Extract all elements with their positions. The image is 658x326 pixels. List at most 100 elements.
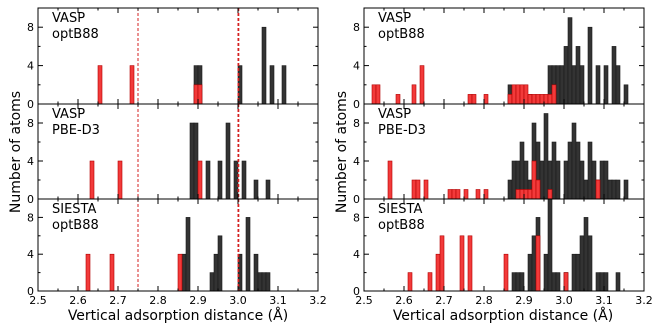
y-tick-label: 4: [353, 155, 360, 168]
bar-red: [511, 84, 517, 105]
x-axis-label-right: Vertical adsorption distance (Å): [393, 307, 613, 324]
y-tick-label: 4: [27, 155, 34, 168]
panel-functional-label: PBE-D3: [378, 123, 426, 138]
bar-red: [547, 189, 553, 200]
bar-red: [523, 84, 529, 105]
bar-red: [467, 235, 473, 292]
bar-red: [515, 189, 521, 200]
x-tick-label: 2.5: [29, 294, 47, 307]
bar-red: [117, 160, 123, 200]
bar-red: [387, 160, 393, 200]
bar-red: [451, 189, 457, 200]
y-tick-label: 8: [27, 117, 34, 130]
bar-dark: [515, 272, 521, 292]
bar-red: [197, 84, 203, 105]
bar-dark: [261, 272, 267, 292]
x-tick-label: 2.5: [355, 294, 373, 307]
x-axis-label-left: Vertical adsorption distance (Å): [68, 307, 288, 324]
bar-red: [439, 235, 445, 292]
bar-dark: [555, 65, 561, 105]
bar-dark: [217, 235, 223, 292]
bar-dark: [233, 160, 239, 200]
bar-dark: [539, 160, 545, 200]
panel-functional-label: PBE-D3: [52, 123, 100, 138]
bar-dark: [603, 272, 609, 292]
bar-dark: [245, 217, 251, 292]
bar-dark: [563, 46, 569, 105]
panel-functional-label: optB88: [52, 27, 99, 42]
bar-red: [507, 94, 513, 105]
panel-functional-label: optB88: [378, 218, 425, 233]
bar-red: [535, 94, 541, 105]
panel-method-label: VASP: [52, 107, 85, 122]
y-tick-label: 8: [353, 117, 360, 130]
bar-dark: [257, 272, 263, 292]
x-tick-label: 2.8: [149, 294, 167, 307]
y-tick-label: 8: [27, 21, 34, 34]
bar-red: [519, 84, 525, 105]
bar-dark: [567, 141, 573, 200]
bar-dark: [563, 160, 569, 200]
panel-method-label: SIESTA: [52, 202, 96, 217]
bar-red: [423, 179, 429, 200]
bar-dark: [575, 46, 581, 105]
bar-dark: [583, 179, 589, 200]
panel-method-label: VASP: [378, 11, 411, 26]
bar-red: [523, 189, 529, 200]
bar-dark: [261, 26, 267, 105]
bar-red: [535, 235, 541, 292]
bar-dark: [253, 253, 259, 292]
bar-dark: [559, 65, 565, 105]
bar-red: [415, 179, 421, 200]
bar-dark: [623, 179, 629, 200]
bar-dark: [181, 253, 187, 292]
y-tick-label: 0: [27, 193, 34, 206]
panel-functional-label: optB88: [52, 218, 99, 233]
bar-dark: [511, 160, 517, 200]
y-tick-label: 0: [27, 285, 34, 298]
x-tick-label: 3.0: [229, 294, 247, 307]
bar-dark: [599, 160, 605, 200]
bar-red: [483, 189, 489, 200]
bar-dark: [571, 122, 577, 200]
bar-dark: [615, 179, 621, 200]
bar-dark: [543, 113, 549, 200]
bar-dark: [551, 141, 557, 200]
bar-dark: [587, 26, 593, 105]
bar-red: [519, 189, 525, 200]
bar-red: [463, 189, 469, 200]
bar-dark: [571, 253, 577, 292]
bar-red: [467, 94, 473, 105]
bar-red: [547, 94, 553, 105]
bar-red: [551, 84, 557, 105]
x-tick-label: 2.7: [109, 294, 127, 307]
bar-red: [475, 189, 481, 200]
bar-red: [193, 84, 199, 105]
bar-dark: [607, 179, 613, 200]
bar-dark: [253, 179, 259, 200]
bar-dark: [189, 122, 195, 200]
bar-red: [407, 272, 413, 292]
bar-red: [471, 94, 477, 105]
y-tick-label: 4: [353, 60, 360, 73]
y-tick-label: 8: [353, 21, 360, 34]
bar-red: [89, 160, 95, 200]
y-axis-label-left: Number of atoms: [8, 91, 24, 213]
bar-red: [197, 160, 203, 200]
bar-red: [177, 253, 183, 292]
bar-dark: [209, 272, 215, 292]
x-tick-label: 2.7: [435, 294, 453, 307]
bar-red: [563, 272, 569, 292]
bar-red: [543, 94, 549, 105]
bar-dark: [575, 253, 581, 292]
bar-dark: [611, 46, 617, 105]
y-tick-label: 4: [27, 60, 34, 73]
bar-red: [515, 84, 521, 105]
